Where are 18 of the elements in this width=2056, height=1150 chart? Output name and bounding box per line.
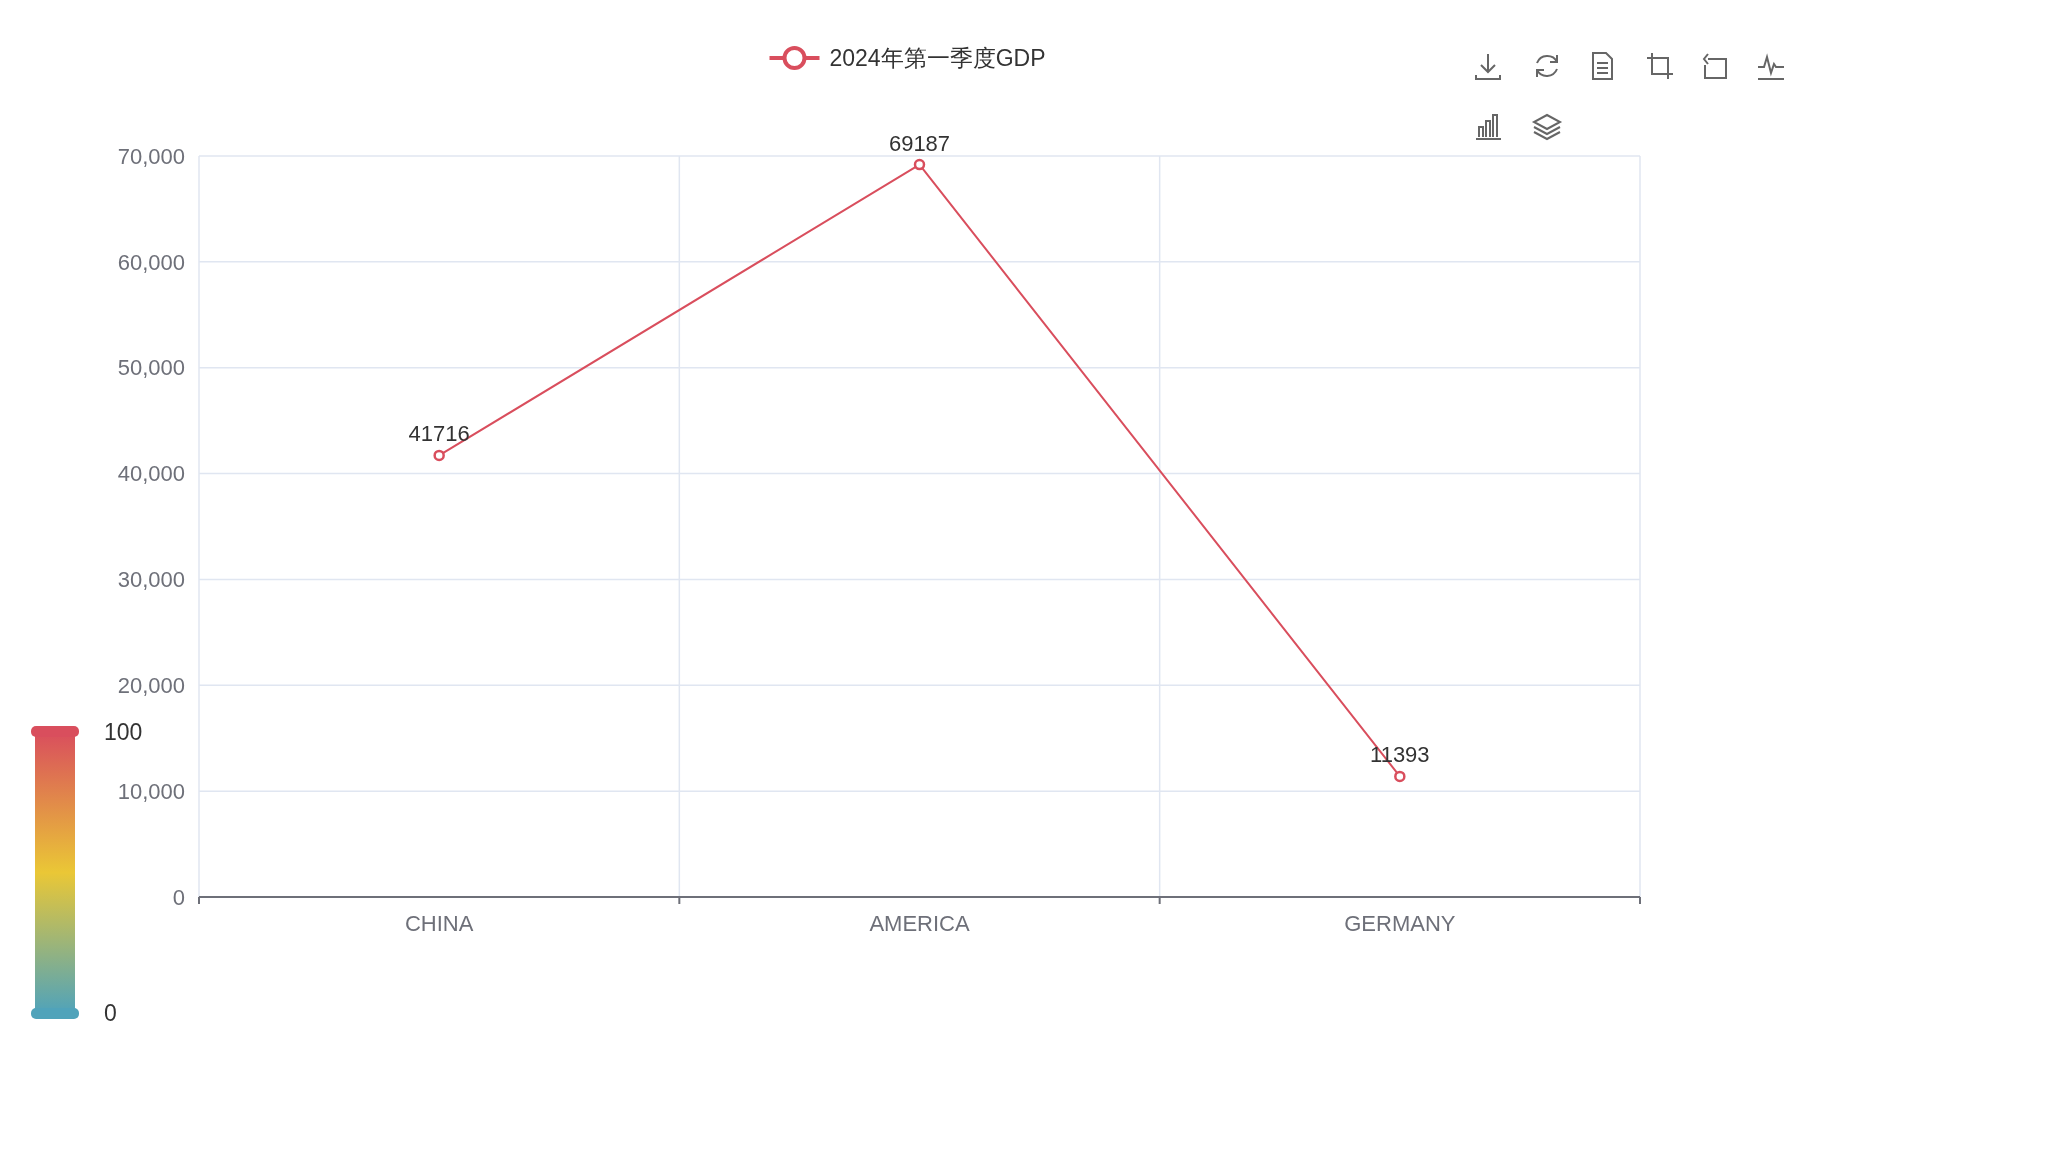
data-label: 41716 <box>408 421 470 447</box>
y-tick-label: 30,000 <box>117 567 185 593</box>
x-tick-label: AMERICA <box>869 911 970 936</box>
y-tick-label: 40,000 <box>117 461 185 487</box>
point <box>913 158 926 171</box>
color-bar-label: 100 <box>104 719 143 746</box>
y-tick-label: 10,000 <box>117 778 185 804</box>
x-tick-label: GERMANY <box>1344 911 1456 936</box>
point <box>433 449 445 462</box>
legend-label: 2024年第一季度GDP <box>829 45 1046 72</box>
y-tick-label: 20,000 <box>117 672 185 698</box>
point <box>1394 770 1406 783</box>
y-tick-label: 0 <box>172 884 185 910</box>
data-label: 69187 <box>888 130 951 156</box>
y-tick-label: 60,000 <box>117 249 185 275</box>
y-tick-label: 50,000 <box>117 355 185 381</box>
x-tick-label: CHINA <box>404 911 474 936</box>
y-tick-label: 70,000 <box>117 143 185 169</box>
